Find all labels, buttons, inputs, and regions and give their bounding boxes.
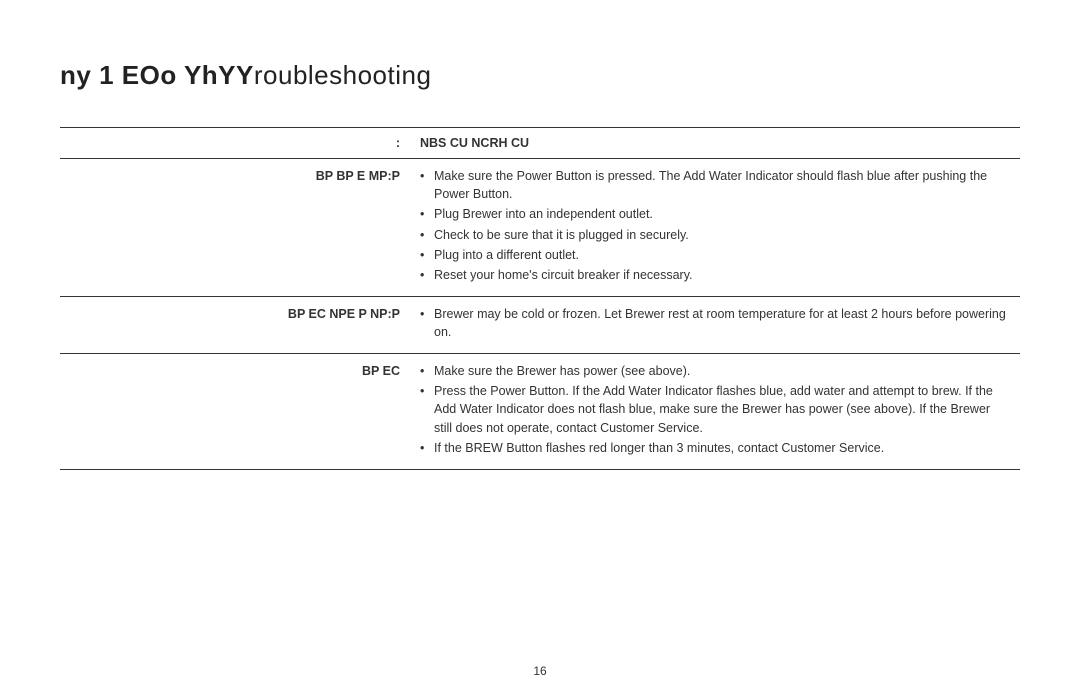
problem-cell: BP EC NPE P NP:P [60, 305, 420, 343]
solution-list: Make sure the Brewer has power (see abov… [420, 362, 1010, 457]
divider [60, 469, 1020, 470]
solution-list: Brewer may be cold or frozen. Let Brewer… [420, 305, 1010, 341]
table-row: BP EC Make sure the Brewer has power (se… [60, 354, 1020, 469]
manual-page: ny 1 EOo YhYYroubleshooting : NBS CU NCR… [0, 0, 1080, 698]
solution-cell: Brewer may be cold or frozen. Let Brewer… [420, 305, 1020, 343]
header-solution: NBS CU NCRH CU [420, 134, 1020, 152]
solution-item: Make sure the Brewer has power (see abov… [420, 362, 1010, 380]
troubleshooting-table: : NBS CU NCRH CU BP BP E MP:P Make sure … [60, 127, 1020, 470]
solution-item: If the BREW Button flashes red longer th… [420, 439, 1010, 457]
section-number: ny 1 EOo YhYY [60, 60, 254, 90]
solution-cell: Make sure the Power Button is pressed. T… [420, 167, 1020, 286]
table-header-row: : NBS CU NCRH CU [60, 128, 1020, 158]
solution-item: Plug into a different outlet. [420, 246, 1010, 264]
solution-item: Brewer may be cold or frozen. Let Brewer… [420, 305, 1010, 341]
section-title: ny 1 EOo YhYYroubleshooting [60, 60, 1020, 91]
solution-item: Reset your home's circuit breaker if nec… [420, 266, 1010, 284]
problem-cell: BP EC [60, 362, 420, 459]
solution-list: Make sure the Power Button is pressed. T… [420, 167, 1010, 284]
problem-cell: BP BP E MP:P [60, 167, 420, 286]
solution-item: Make sure the Power Button is pressed. T… [420, 167, 1010, 203]
table-row: BP BP E MP:P Make sure the Power Button … [60, 159, 1020, 296]
solution-item: Check to be sure that it is plugged in s… [420, 226, 1010, 244]
section-title-text: roubleshooting [254, 60, 432, 90]
header-problem: : [60, 134, 420, 152]
table-row: BP EC NPE P NP:P Brewer may be cold or f… [60, 297, 1020, 353]
solution-item: Press the Power Button. If the Add Water… [420, 382, 1010, 436]
page-number: 16 [0, 664, 1080, 678]
solution-item: Plug Brewer into an independent outlet. [420, 205, 1010, 223]
solution-cell: Make sure the Brewer has power (see abov… [420, 362, 1020, 459]
